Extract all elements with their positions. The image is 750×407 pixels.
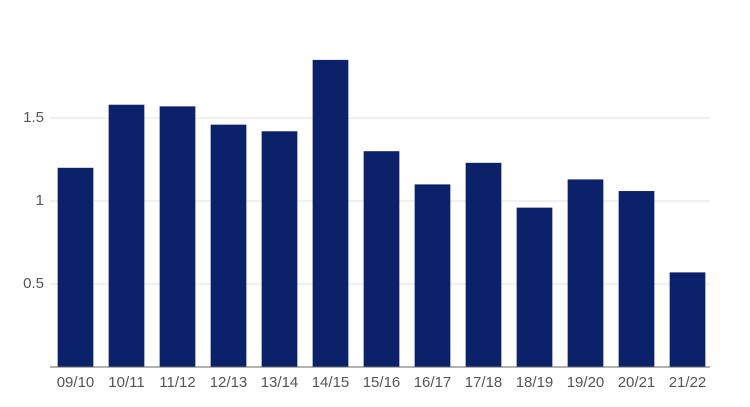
x-tick-label: 18/19 (516, 374, 554, 391)
bar (465, 162, 502, 367)
x-tick-label: 15/16 (363, 374, 401, 391)
bar (312, 59, 349, 368)
x-tick-label: 16/17 (414, 374, 452, 391)
x-tick-label: 17/18 (465, 374, 503, 391)
x-tick-label: 09/10 (57, 374, 95, 391)
x-tick-label: 19/20 (567, 374, 605, 391)
bar (414, 184, 451, 367)
bar (108, 104, 145, 367)
x-tick-label: 12/13 (210, 374, 248, 391)
y-tick-label: 0.5 (23, 275, 44, 292)
bar (516, 207, 553, 367)
bar (159, 106, 196, 367)
x-tick-label: 20/21 (618, 374, 656, 391)
x-tick-label: 10/11 (108, 374, 144, 391)
x-tick-label: 14/15 (312, 374, 350, 391)
bar (210, 124, 247, 367)
bar (618, 191, 655, 367)
y-tick-label: 1.5 (23, 109, 44, 126)
x-tick-label: 13/14 (261, 374, 299, 391)
bar (57, 167, 94, 367)
bar (363, 151, 400, 367)
bar (261, 131, 298, 367)
bar (567, 179, 604, 367)
bar (669, 272, 706, 367)
x-tick-label: 21/22 (669, 374, 707, 391)
x-tick-label: 11/12 (159, 374, 195, 391)
y-tick-label: 1 (36, 192, 44, 209)
